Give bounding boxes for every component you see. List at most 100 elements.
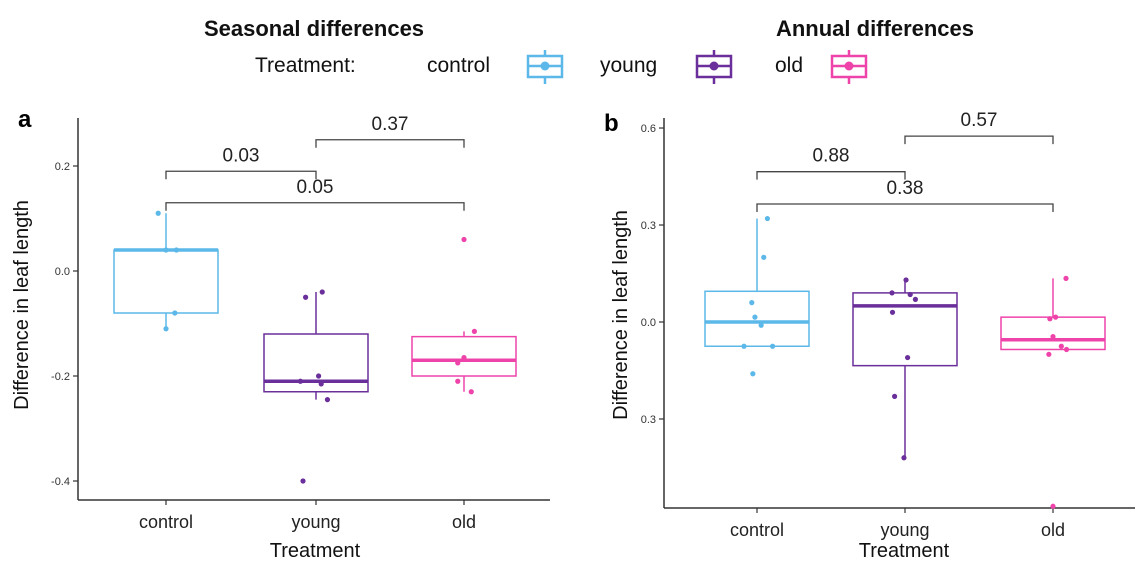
data-point-old: [1050, 333, 1056, 340]
comparison-bracket-a-0: 0.03: [165, 145, 317, 180]
data-point-control: [761, 254, 767, 260]
data-point-young: [300, 478, 306, 484]
bracket-line: [756, 203, 1054, 212]
data-point-old: [455, 378, 461, 384]
p-value-label: 0.37: [372, 114, 409, 135]
data-point-old: [1063, 346, 1070, 353]
p-value-label: 0.88: [813, 146, 850, 167]
comparison-bracket-a-1: 0.37: [315, 114, 465, 148]
data-point-old: [1058, 343, 1064, 349]
data-point-control: [764, 215, 771, 222]
x-tick-label-control-a: control: [139, 512, 193, 532]
data-point-old: [1063, 275, 1069, 281]
data-point-young: [892, 393, 898, 399]
legend-item-old-key: [830, 50, 868, 84]
panel-label-a: a: [18, 106, 32, 133]
x-tick-label-control-b: control: [730, 520, 784, 540]
panel-a-plot: 0.2 0.0 -0.2 -0.4 control young old 0.03 0.37 0.0…: [51, 114, 550, 532]
data-point-old: [461, 355, 467, 361]
legend-item-young-label: young: [600, 54, 657, 77]
box-iqr: [852, 292, 958, 367]
bracket-line: [315, 139, 465, 148]
legend-item-young-key: [695, 50, 733, 84]
data-point-young: [901, 455, 907, 461]
data-point-old: [461, 236, 467, 243]
x-axis-title-b: Treatment: [859, 540, 950, 562]
comparison-bracket-b-2: 0.38: [756, 178, 1054, 212]
y-tick-label-b: 0.3: [641, 220, 656, 232]
y-tick-label-b: 0.0: [641, 317, 656, 329]
data-point-control: [750, 371, 756, 377]
box-iqr: [113, 249, 219, 314]
data-point-old: [468, 389, 474, 395]
data-point-control: [749, 300, 755, 306]
data-point-control: [163, 247, 169, 253]
data-point-young: [303, 294, 309, 300]
legend-item-control-key: [526, 50, 564, 84]
chart-title-b: Annual differences: [776, 16, 974, 41]
data-point-young: [912, 296, 919, 302]
data-point-young: [297, 378, 303, 384]
y-tick-label-b: 0.6: [641, 123, 656, 135]
y-axis-title-b: Difference in leaf length: [610, 210, 632, 420]
box-iqr: [263, 333, 369, 393]
data-point-old: [471, 328, 477, 334]
data-point-control: [163, 326, 169, 332]
y-tick-label-a: -0.2: [51, 371, 70, 383]
box-iqr: [704, 290, 810, 347]
y-axis-title-a: Difference in leaf length: [11, 200, 33, 410]
data-point-young: [316, 373, 322, 379]
panel-b-plot: 0.6 0.3 0.0 0.3 control young old 0.88 0.57 0.38: [641, 110, 1135, 540]
bracket-line: [165, 170, 317, 180]
comparison-bracket-a-2: 0.05: [165, 177, 465, 211]
legend: Treatment: control young old: [255, 50, 868, 84]
box-young-a: [263, 292, 369, 400]
data-point-young: [907, 291, 913, 298]
x-axis-title-a: Treatment: [270, 540, 361, 562]
data-point-young: [889, 309, 896, 315]
y-tick-label-a: 0.0: [55, 266, 70, 278]
data-point-young: [905, 354, 911, 361]
chart-title-a: Seasonal differences: [204, 16, 424, 41]
bracket-line: [756, 171, 906, 180]
data-point-young: [903, 277, 909, 283]
y-tick-label-b: 0.3: [641, 414, 656, 426]
data-point-young: [319, 289, 325, 295]
p-value-label: 0.38: [887, 178, 924, 199]
comparison-bracket-b-1: 0.57: [904, 110, 1054, 145]
x-tick-label-old-a: old: [452, 512, 476, 532]
p-value-label: 0.57: [961, 110, 998, 131]
data-point-control: [155, 210, 161, 216]
legend-label: Treatment:: [255, 54, 356, 77]
legend-item-old-label: old: [775, 54, 803, 77]
data-point-control: [173, 247, 179, 253]
p-value-label: 0.05: [297, 177, 334, 198]
legend-item-control-label: control: [427, 54, 490, 77]
data-point-control: [770, 343, 776, 349]
box-iqr: [411, 335, 517, 377]
box-control-a: [113, 213, 219, 329]
data-point-old: [1046, 351, 1052, 357]
data-point-old: [455, 360, 461, 366]
data-point-control: [752, 314, 758, 320]
box-old-a: [411, 331, 517, 392]
y-tick-label-a: -0.4: [51, 476, 70, 488]
x-tick-label-young-a: young: [291, 512, 340, 532]
data-point-control: [741, 343, 747, 349]
x-tick-label-young-b: young: [880, 520, 929, 540]
data-point-young: [889, 290, 895, 296]
data-point-young: [318, 381, 324, 387]
panel-label-b: b: [604, 110, 619, 137]
box-control-b: [704, 218, 810, 347]
data-point-young: [324, 397, 331, 403]
box-iqr: [1000, 316, 1106, 351]
data-point-control: [172, 310, 178, 316]
p-value-label: 0.03: [223, 145, 260, 166]
data-point-old: [1050, 503, 1056, 509]
data-point-old: [1053, 314, 1059, 320]
x-tick-label-old-b: old: [1041, 520, 1065, 540]
data-point-control: [758, 322, 764, 328]
bracket-line: [165, 202, 465, 211]
data-point-old: [1047, 316, 1053, 322]
